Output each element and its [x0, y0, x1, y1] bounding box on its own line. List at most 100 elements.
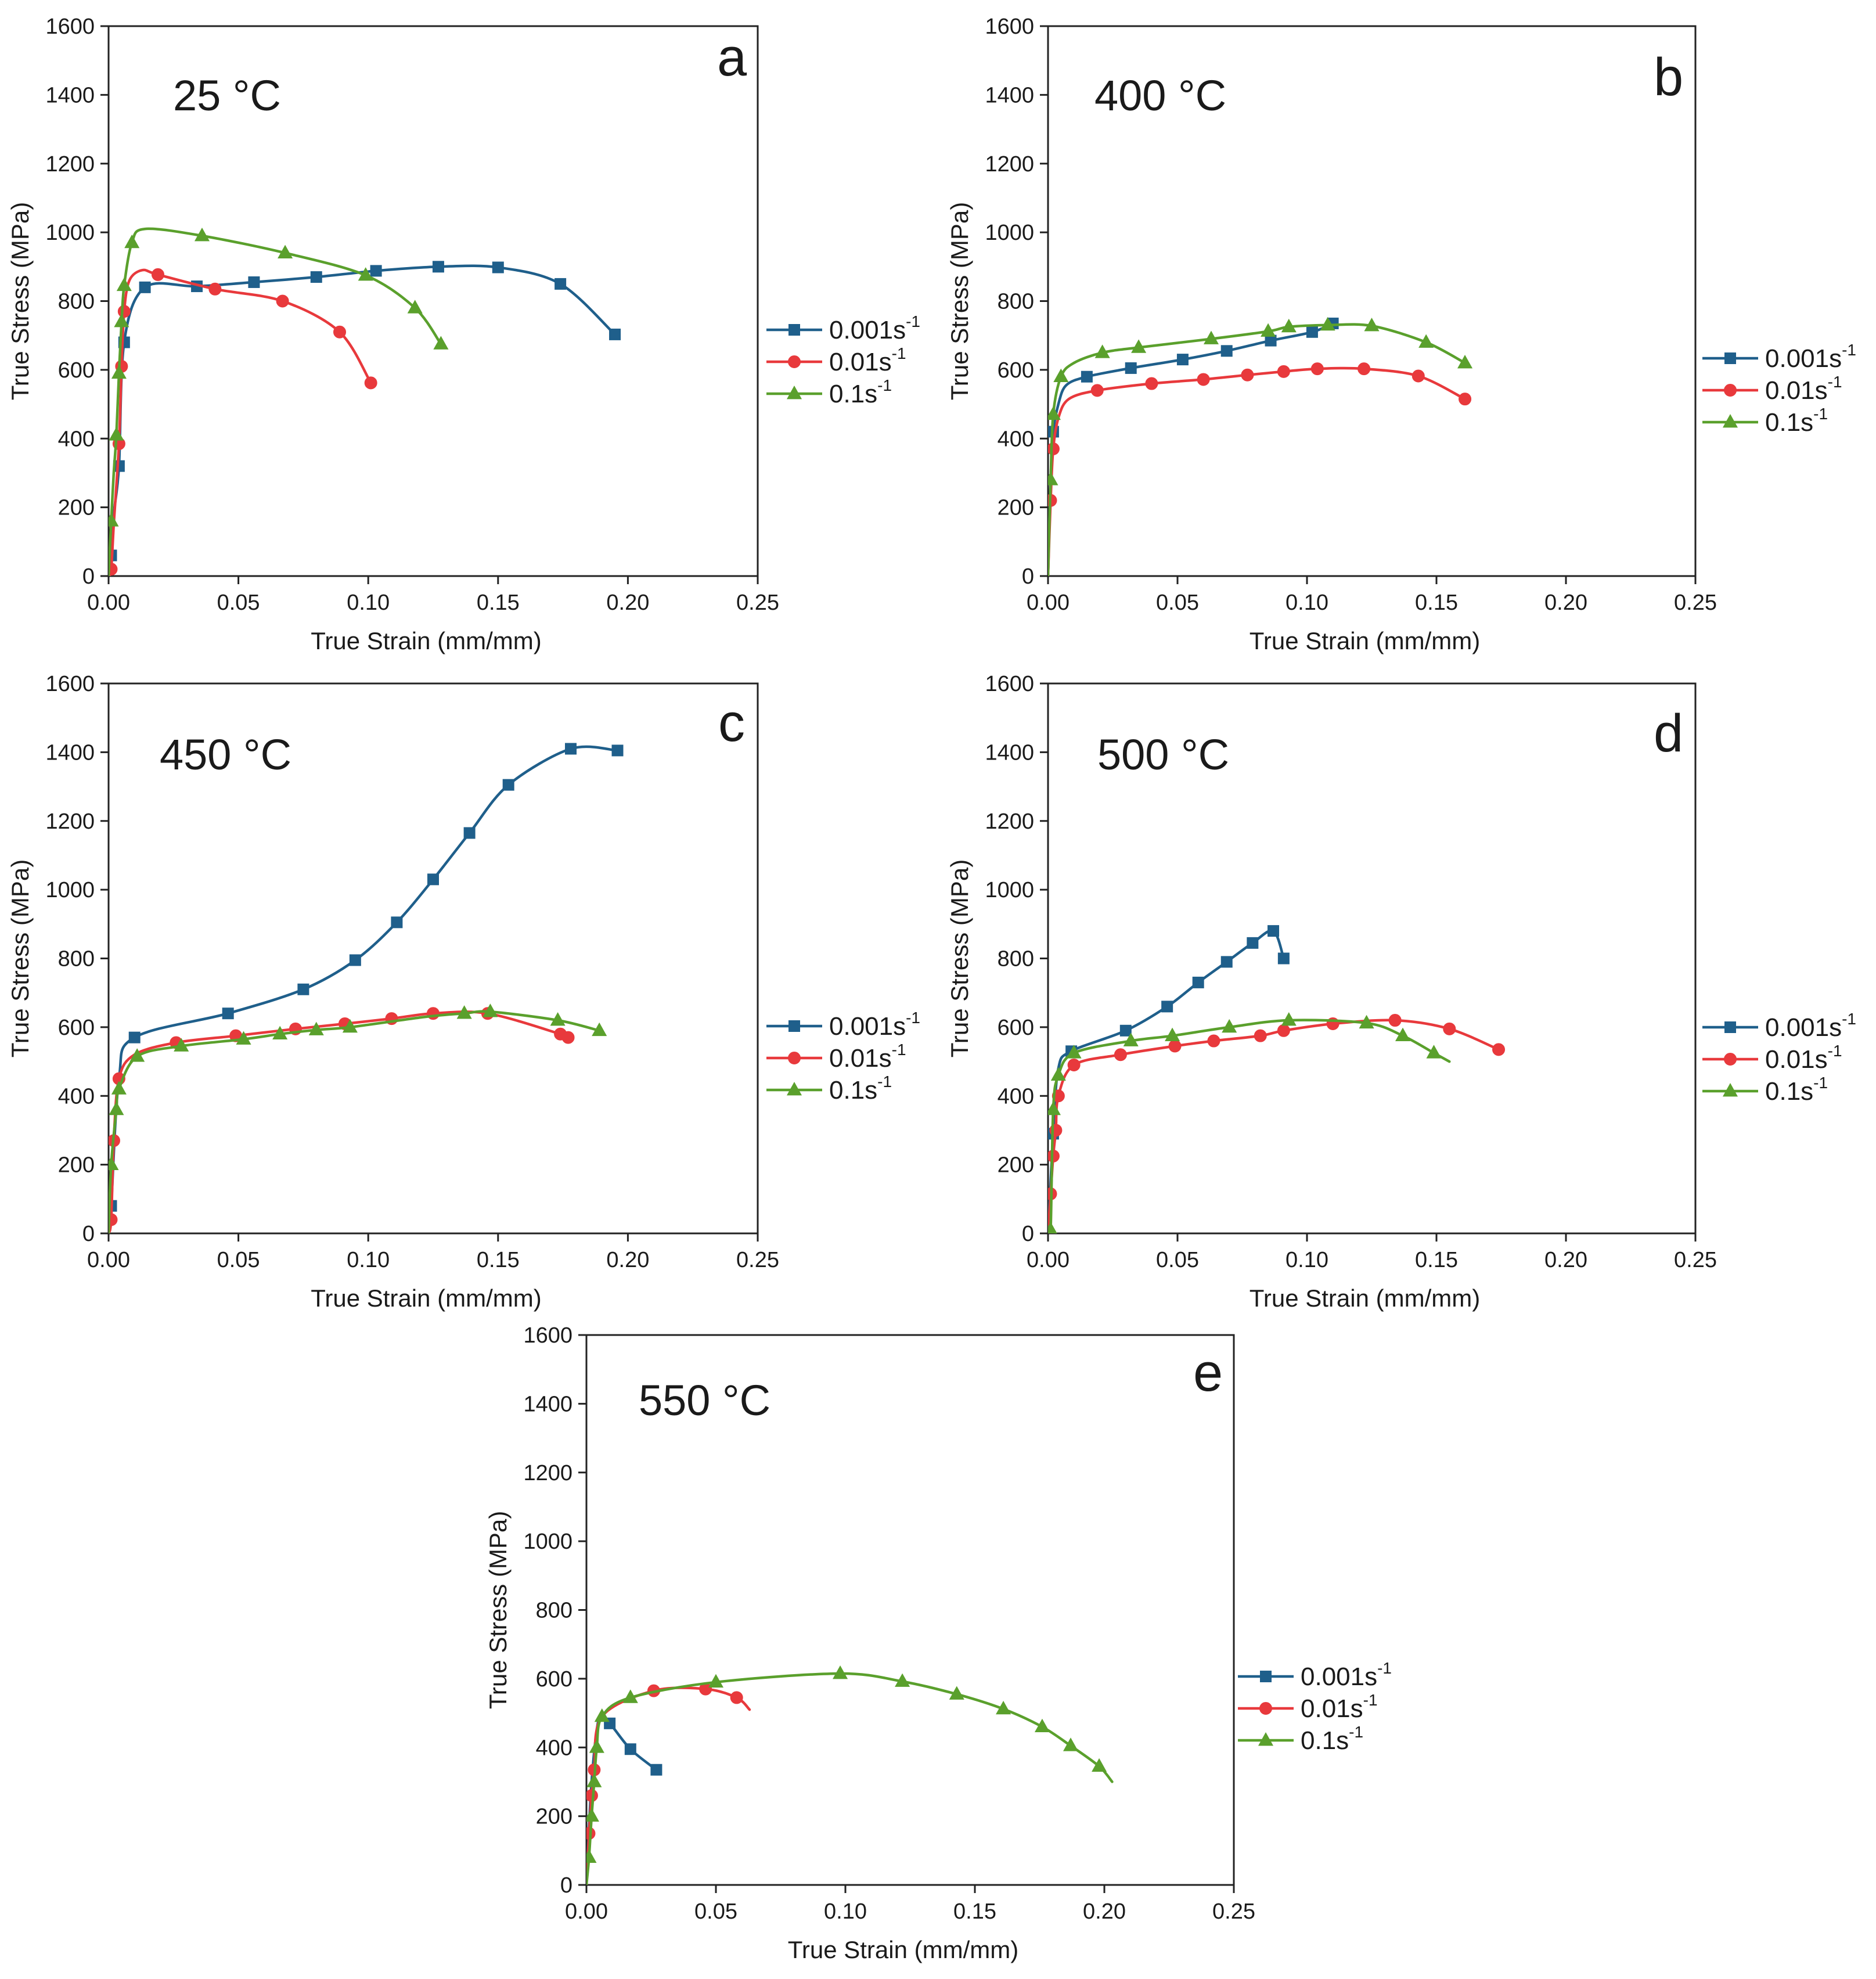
y-tick-label: 800 — [998, 290, 1034, 314]
legend-label: 0.001s-1 — [1301, 1659, 1392, 1691]
triangle-marker — [1066, 1045, 1082, 1059]
triangle-marker — [996, 1700, 1011, 1715]
y-tick-label: 0 — [560, 1873, 572, 1898]
y-tick-label: 400 — [536, 1736, 572, 1760]
x-tick-label: 0.20 — [1544, 591, 1587, 615]
x-tick-label: 0.10 — [1286, 591, 1328, 615]
y-axis-title: True Stress (MPa) — [6, 202, 34, 401]
y-tick-label: 1600 — [985, 15, 1034, 39]
y-tick-label: 600 — [998, 1016, 1034, 1040]
panel-letter: e — [1193, 1343, 1223, 1402]
square-marker — [1192, 976, 1204, 988]
triangle-marker — [1359, 1014, 1374, 1029]
temperature-label: 500 °C — [1097, 731, 1229, 779]
triangle-marker — [1092, 1758, 1107, 1772]
x-tick-label: 0.20 — [606, 1248, 649, 1272]
square-marker — [139, 281, 151, 293]
triangle-marker — [109, 427, 124, 441]
circle-marker — [1145, 377, 1158, 390]
square-marker — [1277, 952, 1290, 965]
square-marker — [370, 265, 382, 277]
y-tick-label: 200 — [58, 1153, 95, 1178]
square-marker — [624, 1743, 636, 1755]
legend-label: 0.01s-1 — [1301, 1691, 1378, 1723]
triangle-marker — [1063, 1737, 1079, 1751]
y-tick-label: 0 — [1022, 564, 1034, 589]
circle-marker — [1411, 369, 1425, 383]
series-0.01 — [1048, 1014, 1506, 1233]
y-tick-label: 0 — [1022, 1222, 1034, 1246]
square-marker — [1265, 334, 1277, 347]
y-tick-label: 1400 — [985, 83, 1034, 107]
y-tick-label: 1400 — [523, 1392, 572, 1416]
triangle-marker — [1364, 318, 1380, 332]
circle-marker — [1067, 1058, 1081, 1071]
y-tick-label: 400 — [998, 1084, 1034, 1109]
y-tick-label: 1000 — [45, 878, 95, 902]
triangle-marker — [1203, 330, 1219, 344]
chart-panel-a: 0.00 0.05 0.10 0.15 0.20 0.25 0 200 400 600 800 100… — [6, 15, 920, 654]
triangle-marker — [111, 365, 127, 379]
circle-marker — [333, 325, 347, 339]
circle-marker — [109, 1213, 118, 1226]
triangle-marker — [586, 1808, 599, 1822]
y-tick-label: 200 — [536, 1805, 572, 1829]
triangle-marker — [708, 1674, 724, 1688]
x-tick-label: 0.25 — [736, 1248, 779, 1272]
circle-marker — [561, 1031, 575, 1044]
circle-marker — [364, 376, 377, 390]
legend: 0.001s-10.01s-10.1s-1 — [1702, 341, 1856, 437]
triangle-marker — [1281, 318, 1297, 333]
triangle-marker — [592, 1022, 607, 1037]
circle-marker — [117, 305, 131, 318]
x-tick-label: 0.00 — [87, 591, 130, 615]
triangle-marker — [1418, 334, 1434, 348]
x-tick-label: 0.15 — [1415, 591, 1458, 615]
triangle-marker — [1722, 1082, 1738, 1097]
y-tick-label: 1200 — [985, 152, 1034, 177]
triangle-marker — [786, 1081, 802, 1096]
y-tick-label: 1600 — [45, 672, 95, 696]
legend-label: 0.001s-1 — [829, 312, 920, 344]
triangle-marker — [194, 227, 210, 242]
triangle-marker — [1048, 406, 1061, 420]
triangle-marker — [1426, 1045, 1442, 1059]
y-axis-title: True Stress (MPa) — [946, 202, 973, 401]
triangle-marker — [109, 513, 119, 527]
legend-label: 0.1s-1 — [1765, 1074, 1828, 1106]
legend: 0.001s-10.01s-10.1s-1 — [1702, 1010, 1856, 1106]
square-marker — [1081, 370, 1093, 383]
circle-marker — [788, 1052, 801, 1064]
series-line — [1048, 322, 1334, 576]
series-line — [109, 268, 372, 576]
series-0.01 — [586, 1682, 751, 1885]
legend-label: 0.1s-1 — [829, 376, 892, 408]
y-tick-label: 1000 — [45, 221, 95, 245]
legend: 0.001s-10.01s-10.1s-1 — [1238, 1659, 1392, 1755]
y-tick-label: 800 — [536, 1599, 572, 1623]
legend: 0.001s-10.01s-10.1s-1 — [766, 1009, 920, 1104]
circle-marker — [1443, 1022, 1456, 1035]
circle-marker — [1388, 1014, 1402, 1027]
y-tick-label: 1600 — [45, 15, 95, 39]
square-marker — [1161, 1001, 1173, 1013]
x-tick-label: 0.25 — [1674, 1248, 1717, 1272]
triangle-marker — [1722, 413, 1738, 428]
circle-marker — [1048, 442, 1060, 456]
temperature-label: 450 °C — [160, 731, 291, 779]
y-tick-label: 800 — [58, 290, 95, 314]
triangle-marker — [1395, 1027, 1411, 1041]
circle-marker — [109, 563, 118, 576]
triangle-marker — [622, 1689, 638, 1703]
panel-letter: b — [1654, 48, 1683, 107]
square-marker — [1724, 1021, 1736, 1033]
series-0.1 — [109, 1003, 607, 1233]
circle-marker — [1259, 1702, 1272, 1715]
circle-marker — [788, 355, 801, 368]
series-0.1 — [109, 227, 449, 576]
triangle-marker — [1165, 1027, 1180, 1041]
y-tick-label: 600 — [58, 1016, 95, 1040]
triangle-marker — [236, 1031, 251, 1045]
circle-marker — [1310, 362, 1324, 376]
